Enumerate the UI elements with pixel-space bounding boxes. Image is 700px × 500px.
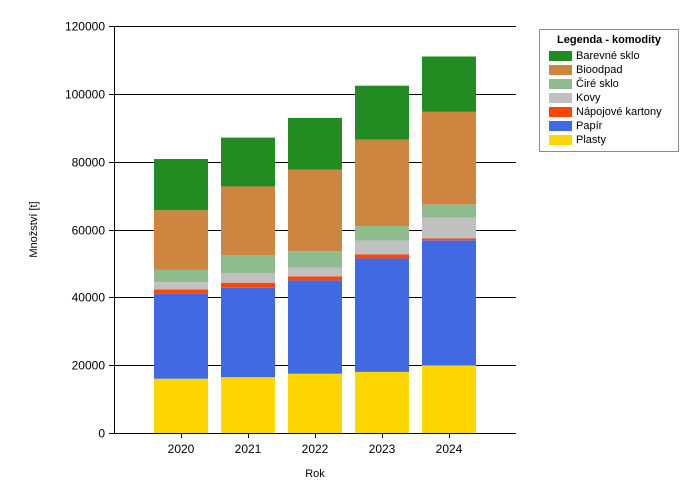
- legend-swatch: [549, 93, 572, 103]
- bar-segment-nápojové-kartony: [221, 282, 275, 288]
- bar-segment-kovy: [422, 217, 476, 239]
- bar-segment-bioodpad: [221, 186, 275, 256]
- bar-segment-plasty: [154, 378, 208, 433]
- bar-segment-čiré-sklo: [221, 255, 275, 274]
- legend-label: Barevné sklo: [576, 50, 640, 62]
- legend-label: Plasty: [576, 134, 606, 146]
- bar-segment-čiré-sklo: [154, 269, 208, 282]
- bar-segment-bioodpad: [355, 139, 409, 227]
- bar-segment-bioodpad: [422, 111, 476, 205]
- legend-item: Kovy: [540, 91, 678, 105]
- y-tick-label: 80000: [72, 156, 106, 170]
- x-tick-label: 2020: [168, 442, 195, 456]
- bar-segment-čiré-sklo: [422, 204, 476, 218]
- bar-segment-kovy: [221, 273, 275, 283]
- bar-segment-nápojové-kartony: [422, 238, 476, 241]
- legend-swatch: [549, 107, 572, 117]
- bar-segment-čiré-sklo: [355, 226, 409, 241]
- bar-segment-papír: [422, 240, 476, 366]
- legend: Legenda - komodity Barevné sklo Bioodpad Č…: [539, 29, 679, 152]
- legend-items: Barevné sklo Bioodpad Čiré sklo Kovy Nápojov…: [540, 49, 678, 147]
- axes: [109, 26, 516, 438]
- x-tick-label: 2022: [302, 442, 329, 456]
- bar-segment-papír: [221, 287, 275, 378]
- bar-segment-čiré-sklo: [288, 251, 342, 268]
- bar-segment-nápojové-kartony: [288, 276, 342, 281]
- legend-label: Kovy: [576, 92, 601, 104]
- y-tick-label: 100000: [65, 88, 105, 102]
- legend-label: Papír: [576, 120, 603, 132]
- legend-item: Barevné sklo: [540, 49, 678, 63]
- bar-segment-kovy: [288, 267, 342, 277]
- bar-segment-papír: [288, 280, 342, 374]
- bar-segment-kovy: [154, 282, 208, 290]
- bar-segment-papír: [154, 293, 208, 379]
- x-tick-label: 2021: [235, 442, 262, 456]
- bar-segment-barevné-sklo: [154, 159, 208, 211]
- x-tick-label: 2024: [436, 442, 463, 456]
- legend-item: Plasty: [540, 133, 678, 147]
- legend-item: Bioodpad: [540, 63, 678, 77]
- y-tick-label: 0: [98, 427, 105, 441]
- legend-swatch: [549, 121, 572, 131]
- legend-item: Papír: [540, 119, 678, 133]
- legend-swatch: [549, 79, 572, 89]
- bar-segment-plasty: [288, 373, 342, 433]
- x-tick-label: 2023: [369, 442, 396, 456]
- bar-segment-barevné-sklo: [221, 137, 275, 187]
- bar-segment-plasty: [221, 377, 275, 433]
- bar-segment-kovy: [355, 240, 409, 255]
- bar-segment-plasty: [422, 365, 476, 433]
- legend-title: Legenda - komodity: [557, 34, 661, 46]
- y-tick-label: 60000: [72, 224, 106, 238]
- bar-segment-papír: [355, 258, 409, 372]
- legend-swatch: [549, 51, 572, 61]
- x-tick-labels: 2020 2021 2022 2023 2024: [168, 442, 463, 456]
- bars: [154, 56, 476, 433]
- legend-swatch: [549, 135, 572, 145]
- bar-segment-nápojové-kartony: [355, 254, 409, 259]
- y-tick-labels: 0 20000 40000 60000 80000 100000 120000: [65, 20, 105, 441]
- bar-segment-barevné-sklo: [288, 117, 342, 170]
- bar-segment-barevné-sklo: [355, 85, 409, 140]
- legend-label: Bioodpad: [576, 64, 623, 76]
- bar-segment-nápojové-kartony: [154, 289, 208, 294]
- legend-swatch: [549, 65, 572, 75]
- y-tick-label: 20000: [72, 359, 106, 373]
- legend-item: Nápojové kartony: [540, 105, 678, 119]
- bar-segment-bioodpad: [288, 169, 342, 252]
- x-axis-title: Rok: [305, 468, 325, 480]
- bar-segment-plasty: [355, 371, 409, 433]
- y-tick-label: 120000: [65, 20, 105, 34]
- bar-segment-bioodpad: [154, 210, 208, 270]
- y-axis-title: Množství [t]: [28, 201, 40, 257]
- legend-item: Čiré sklo: [540, 77, 678, 91]
- legend-label: Nápojové kartony: [576, 106, 662, 118]
- legend-label: Čiré sklo: [576, 78, 619, 90]
- bar-segment-barevné-sklo: [422, 56, 476, 112]
- y-tick-label: 40000: [72, 291, 106, 305]
